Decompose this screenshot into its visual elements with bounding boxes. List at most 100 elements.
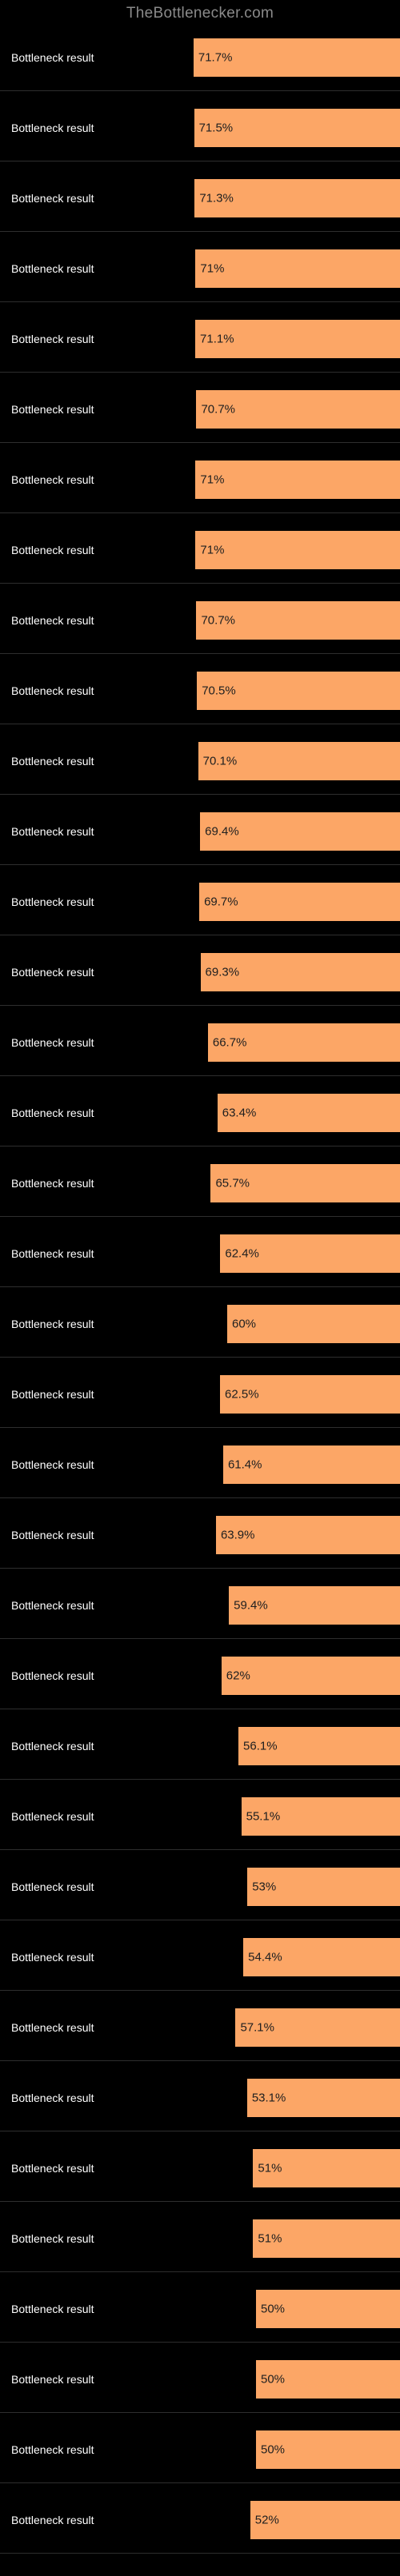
row-tick	[0, 640, 400, 654]
row-tick	[0, 1765, 400, 1780]
row-title	[0, 2490, 400, 2501]
row-bar	[195, 461, 400, 499]
chart-row: Bottleneck result51%	[0, 2138, 400, 2202]
chart-row: Bottleneck result70.5%	[0, 660, 400, 724]
row-title	[0, 1223, 400, 1234]
row-tick	[0, 1414, 400, 1428]
row-label: Bottleneck result	[11, 473, 94, 486]
row-value: 71.7%	[198, 51, 233, 65]
row-bar-area: Bottleneck result56.1%	[0, 1727, 400, 1765]
row-label: Bottleneck result	[11, 192, 94, 205]
row-title	[0, 2349, 400, 2360]
row-bar-area: Bottleneck result 62.5%	[0, 1375, 400, 1414]
chart-row: Bottleneck result63.4%	[0, 1083, 400, 1146]
row-bar-area: Bottleneck result62%	[0, 1657, 400, 1695]
chart-row: Bottleneck result62%	[0, 1645, 400, 1709]
row-title	[0, 379, 400, 390]
row-bar-area: Bottleneck result62.4%	[0, 1234, 400, 1273]
row-title	[0, 168, 400, 179]
row-title	[0, 801, 400, 812]
page-header: TheBottlenecker.com	[0, 0, 400, 24]
row-tick	[0, 2187, 400, 2202]
row-bar-area: Bottleneck result 70.7%	[0, 601, 400, 640]
row-title	[0, 1434, 400, 1446]
row-value: 56.1%	[243, 1740, 278, 1753]
row-bar-area: Bottleneck result61.4%	[0, 1446, 400, 1484]
row-bar-area: Bottleneck result71.7%	[0, 38, 400, 77]
row-label: Bottleneck result	[11, 2092, 94, 2104]
row-title	[0, 1856, 400, 1868]
row-label: Bottleneck result	[11, 2021, 94, 2034]
row-tick	[0, 288, 400, 302]
row-title	[0, 1294, 400, 1305]
row-label: Bottleneck result	[11, 2373, 94, 2386]
row-tick	[0, 1554, 400, 1569]
brand-text: TheBottlenecker.com	[126, 5, 274, 22]
chart-row: Bottleneck result 71%	[0, 449, 400, 513]
chart-row: Bottleneck result55.1%	[0, 1786, 400, 1850]
row-label: Bottleneck result	[11, 1599, 94, 1612]
row-label: Bottleneck result	[11, 1388, 94, 1401]
row-title	[0, 942, 400, 953]
row-tick	[0, 1132, 400, 1146]
row-title	[0, 1997, 400, 2008]
row-tick	[0, 217, 400, 232]
chart-row: Bottleneck result70.7%	[0, 379, 400, 443]
row-bar-area: Bottleneck result 50%	[0, 2290, 400, 2328]
row-bar	[195, 531, 400, 569]
row-value: 50%	[261, 2373, 285, 2387]
row-label: Bottleneck result	[11, 1318, 94, 1330]
row-value: 62.4%	[225, 1247, 259, 1261]
row-label: Bottleneck result	[11, 614, 94, 627]
row-title	[0, 590, 400, 601]
row-tick	[0, 1625, 400, 1639]
row-title	[0, 1012, 400, 1023]
row-title	[0, 2208, 400, 2219]
row-bar-area: Bottleneck result 57.1%	[0, 2008, 400, 2047]
chart-row: Bottleneck result69.7%	[0, 871, 400, 935]
chart-row: Bottleneck result 50%	[0, 2279, 400, 2343]
row-bar-area: Bottleneck result55.1%	[0, 1797, 400, 1836]
row-value: 70.7%	[201, 614, 235, 628]
row-tick	[0, 710, 400, 724]
row-tick	[0, 1695, 400, 1709]
row-value: 50%	[261, 2303, 285, 2316]
row-bar-area: Bottleneck result70.7%	[0, 390, 400, 429]
row-value: 57.1%	[240, 2021, 274, 2035]
chart-row: Bottleneck result71.5%	[0, 98, 400, 161]
row-label: Bottleneck result	[11, 1177, 94, 1190]
row-title	[0, 2138, 400, 2149]
row-tick	[0, 147, 400, 161]
row-title	[0, 2419, 400, 2430]
row-value: 69.7%	[204, 895, 238, 909]
row-label: Bottleneck result	[11, 1951, 94, 1964]
row-value: 71.3%	[199, 192, 234, 205]
row-bar-area: Bottleneck result50%	[0, 2430, 400, 2469]
row-bar-area: Bottleneck result52%	[0, 2501, 400, 2539]
row-value: 69.3%	[206, 966, 240, 979]
row-tick	[0, 1062, 400, 1076]
row-tick	[0, 1836, 400, 1850]
row-title	[0, 660, 400, 672]
row-value: 62.5%	[225, 1388, 259, 1402]
row-label: Bottleneck result	[11, 966, 94, 979]
row-value: 59.4%	[234, 1599, 268, 1613]
row-value: 70.5%	[202, 684, 236, 698]
row-value: 71%	[200, 473, 224, 487]
row-title	[0, 309, 400, 320]
row-tick	[0, 1273, 400, 1287]
chart-row: Bottleneck result60%	[0, 1294, 400, 1358]
row-bar-area: Bottleneck result 69.3%	[0, 953, 400, 991]
row-tick	[0, 2328, 400, 2343]
row-label: Bottleneck result	[11, 2303, 94, 2315]
row-title	[0, 1083, 400, 1094]
row-value: 55.1%	[246, 1810, 281, 1824]
row-label: Bottleneck result	[11, 2443, 94, 2456]
row-tick	[0, 2047, 400, 2061]
row-label: Bottleneck result	[11, 1669, 94, 1682]
row-tick	[0, 77, 400, 91]
row-bar-area: Bottleneck result54.4%	[0, 1938, 400, 1976]
row-tick	[0, 1976, 400, 1991]
row-title	[0, 1364, 400, 1375]
row-label: Bottleneck result	[11, 1107, 94, 1119]
